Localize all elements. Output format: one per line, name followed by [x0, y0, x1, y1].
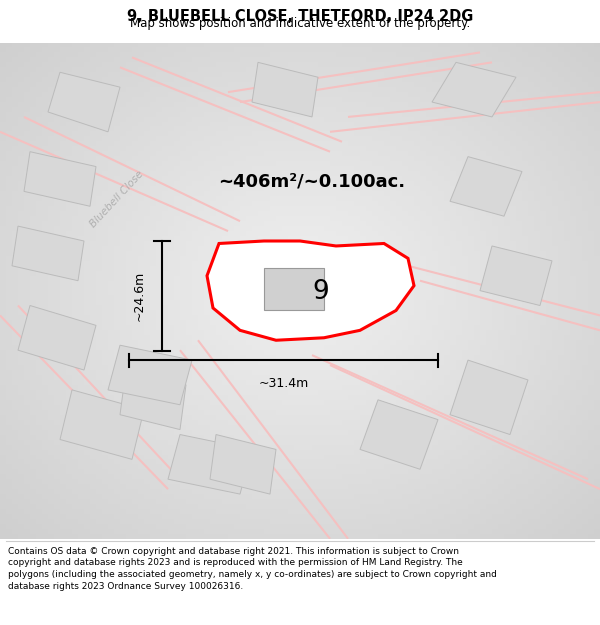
Polygon shape: [48, 72, 120, 132]
Text: ~31.4m: ~31.4m: [259, 378, 308, 391]
Polygon shape: [432, 62, 516, 117]
Text: 9, BLUEBELL CLOSE, THETFORD, IP24 2DG: 9, BLUEBELL CLOSE, THETFORD, IP24 2DG: [127, 9, 473, 24]
Polygon shape: [18, 306, 96, 370]
Polygon shape: [480, 246, 552, 306]
Text: Contains OS data © Crown copyright and database right 2021. This information is : Contains OS data © Crown copyright and d…: [8, 546, 497, 591]
Polygon shape: [60, 390, 144, 459]
Polygon shape: [360, 400, 438, 469]
Text: 9: 9: [313, 279, 329, 304]
Polygon shape: [120, 370, 186, 429]
Text: ~24.6m: ~24.6m: [133, 271, 146, 321]
Polygon shape: [207, 241, 414, 340]
Text: Bluebell Close: Bluebell Close: [88, 169, 146, 229]
Polygon shape: [252, 62, 318, 117]
Polygon shape: [12, 226, 84, 281]
Polygon shape: [210, 434, 276, 494]
Polygon shape: [24, 152, 96, 206]
Text: Map shows position and indicative extent of the property.: Map shows position and indicative extent…: [130, 17, 470, 30]
Polygon shape: [108, 345, 192, 405]
Polygon shape: [264, 268, 324, 311]
Polygon shape: [168, 434, 252, 494]
Polygon shape: [450, 360, 528, 434]
Text: ~406m²/~0.100ac.: ~406m²/~0.100ac.: [218, 173, 406, 191]
Polygon shape: [450, 157, 522, 216]
